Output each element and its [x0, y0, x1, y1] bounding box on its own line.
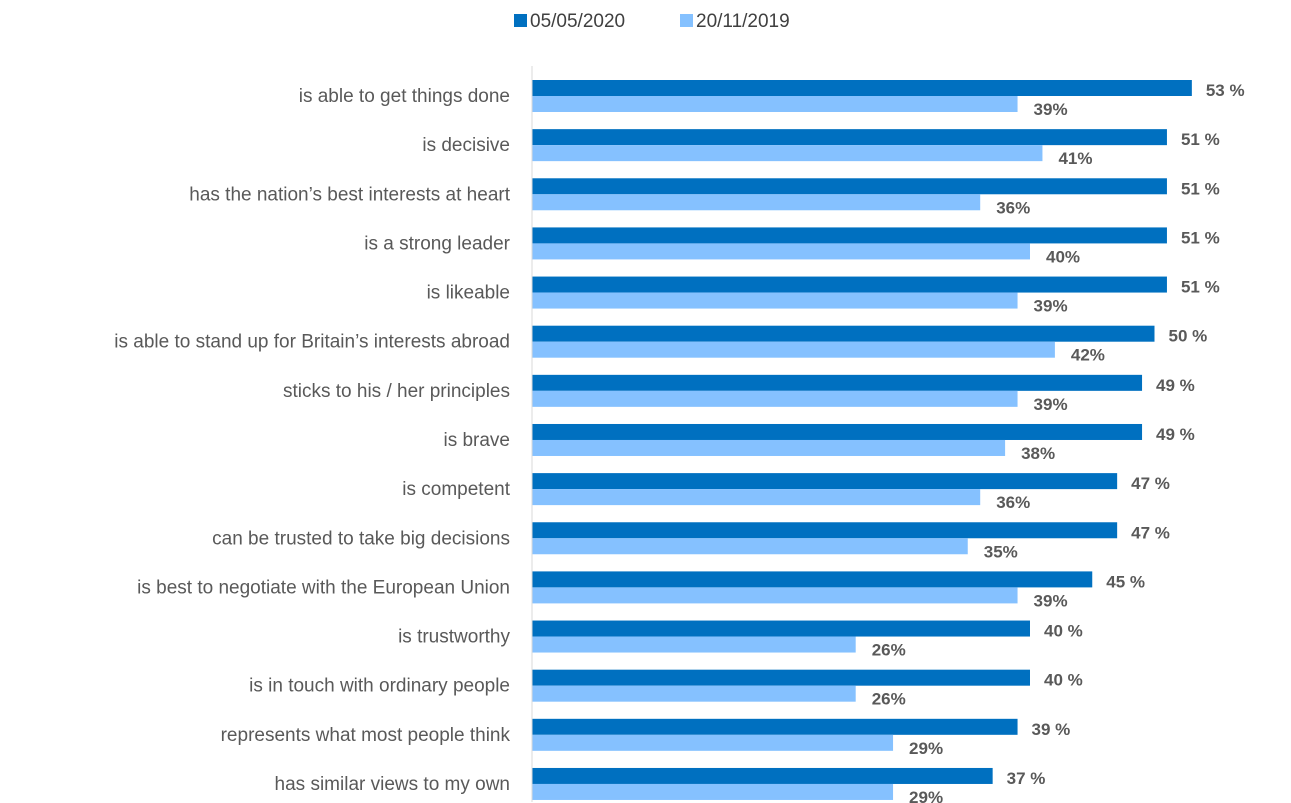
value-label-series-2: 29% — [909, 788, 943, 803]
bar-series-2 — [532, 783, 894, 800]
bar-series-2 — [532, 685, 856, 702]
bar-series-2 — [532, 243, 1030, 260]
bar-series-1 — [532, 473, 1118, 490]
bars-group — [532, 80, 1192, 800]
bar-series-2 — [532, 390, 1018, 407]
value-label-series-1: 49 % — [1156, 376, 1195, 395]
bar-series-1 — [532, 80, 1192, 96]
category-label: represents what most people think — [221, 725, 511, 746]
category-label: is brave — [443, 430, 510, 451]
value-label-series-2: 36% — [996, 493, 1030, 512]
bar-series-1 — [532, 423, 1143, 440]
bar-series-1 — [532, 129, 1167, 146]
value-label-series-2: 35% — [984, 542, 1018, 561]
bar-series-1 — [532, 669, 1030, 686]
value-label-series-2: 29% — [909, 739, 943, 758]
value-label-series-1: 47 % — [1131, 523, 1170, 542]
value-label-series-2: 40% — [1046, 247, 1080, 266]
category-label: is decisive — [422, 135, 510, 156]
bar-series-2 — [532, 194, 981, 211]
chart-legend: 05/05/2020 20/11/2019 — [514, 11, 790, 32]
bar-series-1 — [532, 227, 1167, 244]
value-label-series-2: 38% — [1021, 444, 1055, 463]
value-label-series-1: 51 % — [1181, 228, 1220, 247]
bar-series-2 — [532, 292, 1018, 309]
bar-series-1 — [532, 620, 1030, 637]
legend-swatch-1 — [514, 14, 527, 27]
value-label-series-2: 42% — [1071, 346, 1105, 365]
value-label-series-2: 36% — [996, 198, 1030, 217]
legend-label-2: 20/11/2019 — [696, 11, 790, 32]
category-label: is able to stand up for Britain’s intere… — [114, 332, 510, 353]
bar-series-2 — [532, 489, 981, 506]
value-label-series-2: 26% — [872, 690, 906, 709]
category-label: can be trusted to take big decisions — [212, 528, 510, 549]
bar-series-2 — [532, 587, 1018, 604]
bar-series-1 — [532, 374, 1143, 391]
value-label-series-1: 37 % — [1007, 769, 1046, 788]
value-label-series-1: 39 % — [1032, 720, 1071, 739]
bar-series-2 — [532, 96, 1018, 112]
value-label-series-2: 39% — [1034, 591, 1068, 610]
value-label-series-1: 40 % — [1044, 671, 1083, 690]
bar-series-1 — [532, 178, 1167, 195]
value-label-series-1: 51 % — [1181, 179, 1220, 198]
category-label: is likeable — [427, 283, 510, 304]
bar-series-1 — [532, 522, 1118, 539]
value-label-series-1: 51 % — [1181, 130, 1220, 149]
value-label-series-2: 39% — [1034, 395, 1068, 414]
value-label-series-1: 49 % — [1156, 425, 1195, 444]
category-label: is in touch with ordinary people — [249, 676, 510, 697]
bar-series-1 — [532, 276, 1167, 293]
bar-series-1 — [532, 767, 993, 784]
value-label-series-1: 40 % — [1044, 622, 1083, 641]
value-label-series-2: 39% — [1034, 100, 1068, 119]
value-label-series-2: 39% — [1034, 297, 1068, 316]
category-label: sticks to his / her principles — [283, 381, 510, 402]
bar-series-2 — [532, 636, 856, 653]
bar-series-2 — [532, 145, 1043, 162]
value-label-series-2: 41% — [1058, 149, 1092, 168]
category-label: is best to negotiate with the European U… — [137, 577, 510, 598]
value-label-series-2: 26% — [872, 641, 906, 660]
value-label-series-1: 47 % — [1131, 474, 1170, 493]
value-labels: 53 % 39% 51 % 41% 51 % 36% 51 % 40% 51 % 39% 50 % 4… — [872, 81, 1245, 803]
category-label: is competent — [402, 479, 510, 500]
bar-series-1 — [532, 718, 1018, 735]
legend-swatch-2 — [680, 14, 693, 27]
bar-series-2 — [532, 538, 968, 555]
bar-series-1 — [532, 571, 1093, 588]
category-label: is trustworthy — [398, 627, 510, 648]
bar-series-2 — [532, 439, 1006, 456]
bar-series-1 — [532, 325, 1155, 342]
bar-series-2 — [532, 341, 1055, 358]
legend-label-1: 05/05/2020 — [530, 11, 625, 32]
value-label-series-1: 51 % — [1181, 278, 1220, 297]
value-label-series-1: 53 % — [1206, 81, 1245, 100]
value-label-series-1: 45 % — [1106, 572, 1145, 591]
category-label: has similar views to my own — [275, 774, 510, 795]
bar-series-2 — [532, 734, 894, 751]
value-label-series-1: 50 % — [1169, 327, 1208, 346]
category-label: is a strong leader — [364, 233, 510, 254]
category-label: has the nation’s best interests at heart — [189, 184, 510, 205]
category-label: is able to get things done — [299, 86, 510, 107]
category-labels: is able to get things done is decisive has… — [114, 86, 510, 795]
